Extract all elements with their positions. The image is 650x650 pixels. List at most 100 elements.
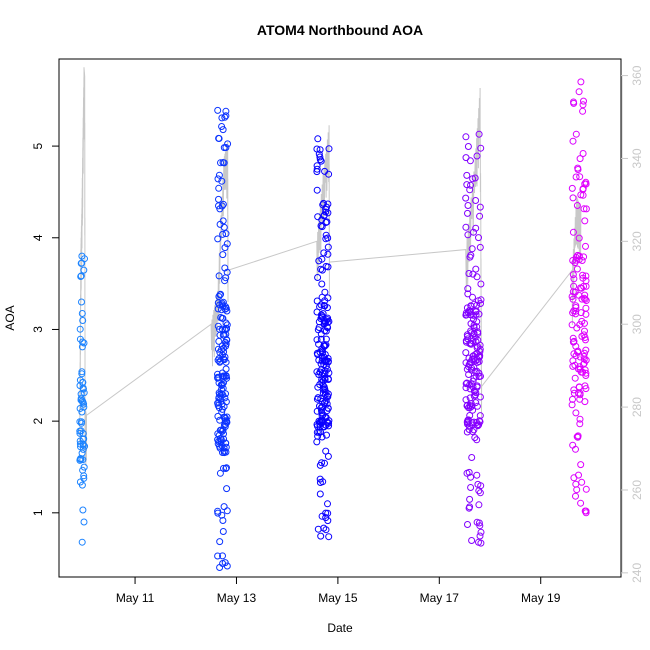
data-point bbox=[462, 311, 470, 319]
data-point bbox=[468, 537, 476, 544]
y-tick-label: 3 bbox=[31, 326, 45, 333]
data-point bbox=[223, 268, 231, 276]
data-point bbox=[473, 471, 481, 479]
data-point bbox=[466, 186, 474, 194]
data-point bbox=[568, 184, 576, 192]
data-point bbox=[313, 145, 321, 153]
data-point bbox=[215, 202, 222, 210]
data-point bbox=[570, 386, 578, 394]
data-point bbox=[579, 107, 587, 115]
data-point bbox=[78, 481, 86, 489]
data-point bbox=[317, 301, 325, 309]
data-point bbox=[577, 78, 585, 86]
data-point bbox=[473, 273, 481, 281]
data-point bbox=[314, 213, 322, 221]
data-point bbox=[216, 348, 224, 356]
data-point bbox=[217, 314, 225, 321]
data-point bbox=[222, 465, 230, 472]
data-point bbox=[463, 469, 471, 477]
data-point bbox=[470, 311, 477, 319]
data-point bbox=[476, 243, 484, 251]
data-point bbox=[471, 174, 479, 182]
data-point bbox=[473, 318, 481, 326]
data-point bbox=[316, 156, 324, 164]
data-point bbox=[216, 442, 223, 450]
data-point bbox=[570, 337, 578, 345]
data-point bbox=[322, 362, 330, 370]
data-point bbox=[313, 162, 321, 170]
data-point bbox=[582, 178, 590, 186]
data-point bbox=[317, 157, 325, 165]
data-point bbox=[80, 472, 88, 480]
data-point bbox=[470, 364, 478, 371]
data-point bbox=[464, 143, 472, 150]
data-point bbox=[578, 257, 586, 264]
data-point bbox=[319, 310, 327, 318]
data-point bbox=[464, 290, 472, 298]
data-point bbox=[568, 321, 576, 329]
data-point bbox=[325, 145, 333, 153]
data-point bbox=[322, 447, 330, 455]
data-point bbox=[464, 202, 472, 209]
data-point bbox=[466, 340, 474, 348]
data-point bbox=[467, 473, 475, 481]
data-point bbox=[80, 389, 88, 397]
data-point bbox=[219, 200, 227, 208]
data-point bbox=[215, 431, 223, 439]
x-tick-label: May 15 bbox=[318, 591, 358, 605]
data-point bbox=[468, 421, 476, 429]
data-point bbox=[462, 223, 470, 231]
data-point bbox=[219, 331, 227, 339]
data-point bbox=[322, 397, 330, 405]
data-point bbox=[77, 259, 85, 267]
data-point bbox=[223, 507, 231, 515]
data-point bbox=[322, 262, 330, 270]
data-point bbox=[476, 522, 484, 530]
y-tick-label: 2 bbox=[31, 417, 45, 424]
data-point bbox=[571, 374, 579, 382]
data-point bbox=[476, 212, 484, 220]
data-point bbox=[476, 393, 484, 401]
data-point bbox=[570, 275, 578, 283]
data-point bbox=[320, 383, 328, 391]
data-point bbox=[216, 291, 224, 299]
data-point bbox=[313, 297, 321, 305]
data-point bbox=[324, 452, 332, 460]
data-point bbox=[577, 191, 585, 199]
data-point bbox=[218, 385, 225, 393]
data-point bbox=[321, 319, 329, 327]
data-point bbox=[78, 368, 86, 376]
data-point bbox=[214, 106, 222, 114]
data-point bbox=[469, 352, 477, 360]
data-point bbox=[473, 436, 481, 444]
y2-tick-label: 360 bbox=[630, 65, 644, 85]
data-point bbox=[580, 353, 588, 360]
data-point bbox=[218, 369, 226, 377]
data-point bbox=[575, 88, 583, 96]
data-point bbox=[464, 420, 471, 428]
data-point bbox=[572, 409, 580, 417]
y-tick-label: 1 bbox=[31, 509, 45, 516]
data-point bbox=[465, 354, 473, 362]
data-point bbox=[76, 382, 84, 390]
data-point bbox=[222, 398, 230, 406]
data-point bbox=[573, 202, 581, 209]
data-point bbox=[466, 495, 474, 503]
data-point bbox=[573, 324, 581, 332]
data-point bbox=[313, 438, 321, 446]
x-tick-label: May 13 bbox=[217, 591, 257, 605]
data-point bbox=[313, 165, 321, 173]
data-point bbox=[580, 253, 588, 261]
data-point bbox=[582, 369, 590, 377]
data-point bbox=[475, 130, 483, 138]
data-point bbox=[316, 146, 324, 154]
data-point bbox=[324, 243, 332, 251]
data-point bbox=[582, 304, 590, 312]
data-point bbox=[216, 220, 224, 228]
data-point bbox=[476, 532, 484, 540]
y2-tick-label: 300 bbox=[630, 314, 644, 334]
data-point bbox=[569, 137, 577, 145]
data-point bbox=[222, 303, 230, 311]
data-point bbox=[472, 224, 480, 232]
data-point bbox=[582, 205, 590, 213]
